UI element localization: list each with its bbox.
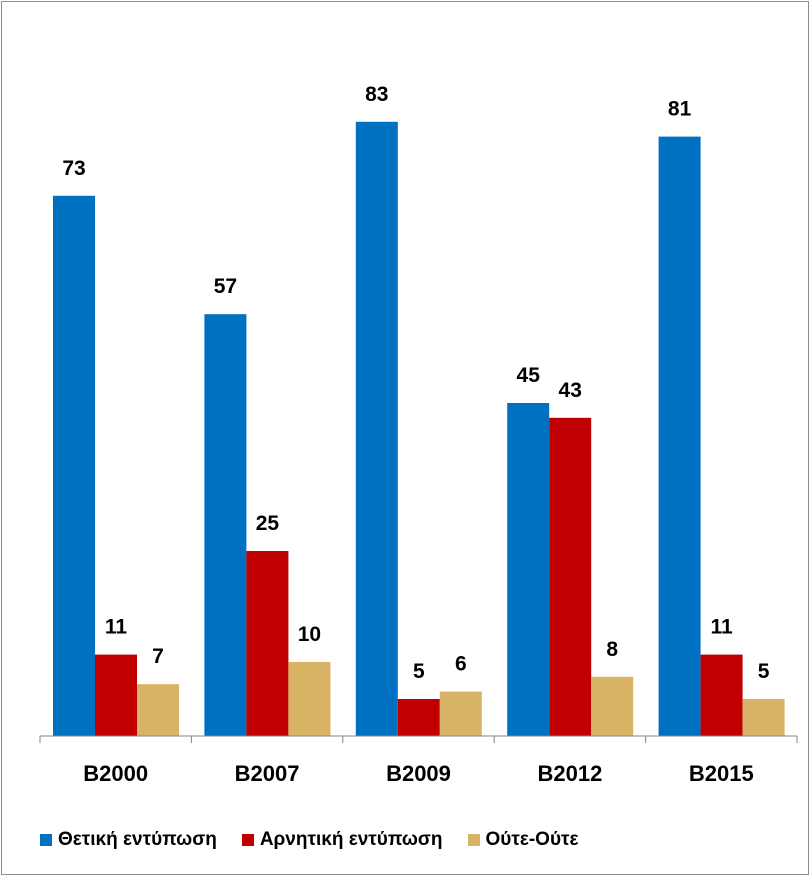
legend-item-neutral: Ούτε-Ούτε <box>467 829 579 851</box>
x-axis: B2000 B2007 B2009 B2012 B2015 <box>39 735 798 786</box>
bar-b2000-series-0 <box>53 195 95 737</box>
bar-b2000-series-2 <box>137 684 179 736</box>
data-label-b2009-series-0: 83 <box>365 83 388 106</box>
legend-item-negative: Αρνητική εντύπωση <box>241 829 443 851</box>
data-label-b2015-series-0: 81 <box>668 98 692 121</box>
legend-swatch-neutral <box>467 834 480 846</box>
bar-b2012-series-0 <box>507 403 550 736</box>
bar-b2012-series-1 <box>549 417 592 736</box>
bar-b2007-series-0 <box>204 314 247 736</box>
bar-b2009-series-1 <box>397 699 440 736</box>
data-label-b2007-series-1: 25 <box>256 512 280 535</box>
x-tick-label-b2009: B2009 <box>386 761 451 786</box>
data-label-b2012-series-2: 8 <box>606 638 618 661</box>
x-tick-label-b2012: B2012 <box>537 761 602 786</box>
x-tick-label-b2007: B2007 <box>235 761 300 786</box>
bar-b2015-series-0 <box>658 136 701 737</box>
data-label-b2012-series-0: 45 <box>517 364 541 387</box>
legend-label-positive: Θετική εντύπωση <box>58 829 217 850</box>
legend-label-negative: Αρνητική εντύπωση <box>259 829 443 850</box>
bar-b2012-series-2 <box>591 676 634 736</box>
legend-swatch-positive <box>40 834 52 846</box>
bar-b2007-series-2 <box>288 662 331 736</box>
x-tick-label-b2000: B2000 <box>83 761 148 786</box>
bar-b2009-series-0 <box>355 121 398 737</box>
data-label-b2000-series-1: 11 <box>105 616 128 639</box>
bars-layer <box>53 121 785 737</box>
bar-b2000-series-1 <box>95 654 137 736</box>
data-label-b2007-series-2: 10 <box>298 623 321 646</box>
data-label-b2012-series-1: 43 <box>559 379 582 402</box>
data-label-b2000-series-0: 73 <box>62 157 85 180</box>
legend-item-positive: Θετική εντύπωση <box>40 829 217 851</box>
data-label-b2000-series-2: 7 <box>152 645 164 668</box>
data-label-b2009-series-2: 6 <box>455 653 467 676</box>
legend-swatch-negative <box>241 834 254 846</box>
data-labels-layer: 73 11 7 57 25 10 83 5 6 45 43 8 81 11 5 <box>62 83 769 683</box>
x-tick-label-b2015: B2015 <box>689 761 754 786</box>
legend: Θετική εντύπωση Αρνητική εντύπωση Ούτε-Ο… <box>40 825 800 855</box>
bar-b2009-series-2 <box>439 691 482 736</box>
bar-b2015-series-2 <box>742 699 785 736</box>
data-label-b2009-series-1: 5 <box>413 660 425 683</box>
data-label-b2015-series-2: 5 <box>758 660 770 683</box>
bar-b2007-series-1 <box>246 551 289 736</box>
bar-b2015-series-1 <box>700 654 743 736</box>
legend-label-neutral: Ούτε-Ούτε <box>485 829 579 850</box>
data-label-b2015-series-1: 11 <box>710 616 733 639</box>
data-label-b2007-series-0: 57 <box>214 275 237 298</box>
